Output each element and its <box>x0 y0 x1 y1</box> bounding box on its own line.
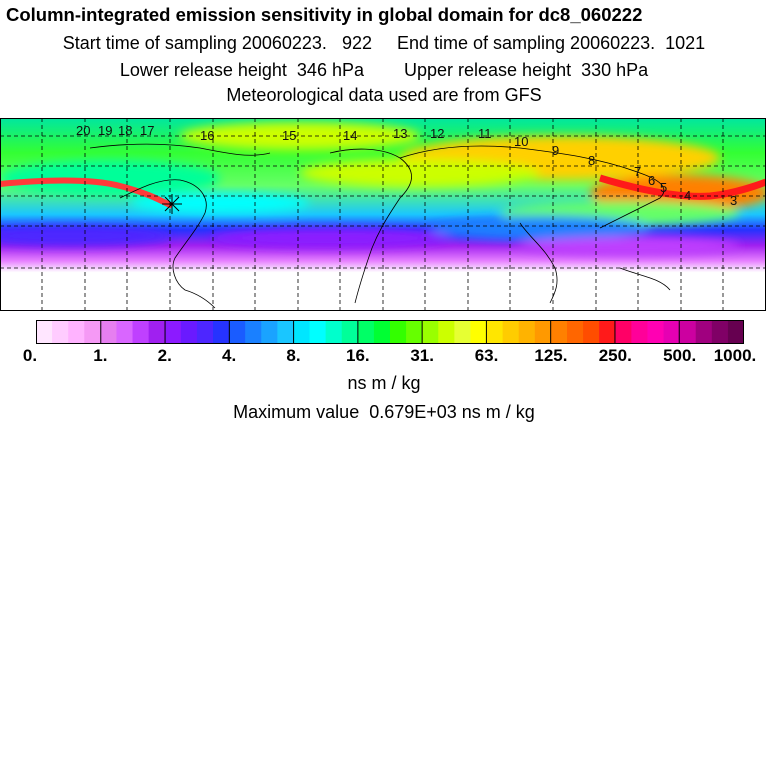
colorbar-tick-label: 63. <box>474 346 499 365</box>
trajectory-day-label: 17 <box>140 123 154 138</box>
colorbar-swatch <box>615 320 632 344</box>
colorbar-swatch <box>679 320 697 344</box>
colorbar-swatch <box>213 320 230 344</box>
colorbar-tick-label: 0. <box>22 346 38 365</box>
colorbar-swatch <box>486 320 504 344</box>
colorbar-swatch <box>36 320 53 344</box>
trajectory-day-label: 3 <box>730 193 737 208</box>
emission-sensitivity-map: 20 19 18 17 16 15 14 13 12 11 10 9 8 76 5 4 3 <box>0 118 766 311</box>
colorbar-tick-label: 125. <box>534 346 568 365</box>
trajectory-day-label: 7 <box>634 164 641 179</box>
colorbar-swatch <box>116 320 134 344</box>
colorbar-swatch <box>277 320 294 344</box>
colorbar-swatch <box>406 320 423 344</box>
colorbar-swatch <box>550 320 568 344</box>
graticule <box>0 118 766 311</box>
trajectory-day-label: 6 <box>648 173 655 188</box>
colorbar-swatch <box>502 320 520 344</box>
colorbar-swatch <box>695 320 713 344</box>
trajectory-day-label: 5 <box>660 180 667 195</box>
colorbar-tick-label: 16. <box>345 346 370 365</box>
colorbar-swatch <box>229 320 246 344</box>
colorbar-swatch <box>422 320 439 344</box>
colorbar-swatch <box>100 320 117 344</box>
colorbar-frame <box>36 320 744 344</box>
release-point-marker <box>162 194 182 214</box>
trajectory-plume-west <box>0 177 174 209</box>
colorbar-swatch <box>647 320 665 344</box>
colorbar-swatch <box>631 320 648 344</box>
colorbar-swatch <box>309 320 327 344</box>
trajectory-day-label: 12 <box>430 126 444 141</box>
colorbar-swatch <box>84 320 101 344</box>
colorbar-swatch <box>52 320 69 344</box>
colorbar-swatch <box>599 320 616 344</box>
coastlines <box>89 143 671 309</box>
colorbar-swatch <box>470 320 488 344</box>
trajectory-day-label: 15 <box>282 128 296 143</box>
colorbar-swatch <box>325 320 343 344</box>
sampling-time-line: Start time of sampling 20060223. 922 End… <box>62 33 706 53</box>
trajectory-day-label: 4 <box>684 188 691 203</box>
meteorology-source-line: Meteorological data used are from GFS <box>226 85 542 105</box>
plot-title: Column-integrated emission sensitivity i… <box>6 4 643 25</box>
colorbar-swatch <box>438 320 455 344</box>
colorbar-swatch <box>341 320 359 344</box>
colorbar-swatch <box>711 320 729 344</box>
colorbar-swatch <box>132 320 150 344</box>
trajectory-day-label: 8 <box>588 153 595 168</box>
trajectory-day-label: 14 <box>343 128 357 143</box>
maximum-value-text: Maximum value 0.679E+03 ns m / kg <box>233 402 535 422</box>
colorbar-swatch <box>518 320 536 344</box>
map-frame <box>0 118 766 311</box>
colorbar-swatch <box>180 320 198 344</box>
colorbar-swatch <box>357 320 375 344</box>
colorbar-tick-label: 1000. <box>713 346 757 365</box>
colorbar-tick-label: 8. <box>286 346 301 365</box>
release-height-line: Lower release height 346 hPa Upper relea… <box>119 60 649 80</box>
colorbar-tick-label: 250. <box>598 346 632 365</box>
trajectory-day-label: 11 <box>478 126 492 141</box>
colorbar-swatches <box>36 320 745 344</box>
colorbar-tick-label: 31. <box>410 346 434 365</box>
colorbar-swatch <box>567 320 584 344</box>
trajectory-day-label: 10 <box>514 134 528 149</box>
trajectory-day-label: 20 <box>76 123 90 138</box>
trajectory-day-label: 13 <box>393 126 407 141</box>
trajectory-plume-east <box>598 174 766 200</box>
colorbar-swatch <box>68 320 85 344</box>
colorbar-swatch <box>196 320 214 344</box>
colorbar-swatch <box>663 320 681 344</box>
trajectory-day-label: 18 <box>118 123 132 138</box>
colorbar-swatch <box>245 320 262 344</box>
colorbar-swatch <box>534 320 552 344</box>
colorbar-tick-label: 4. <box>221 346 237 365</box>
trajectory-day-label: 19 <box>98 123 112 138</box>
colorbar-swatch <box>148 320 166 344</box>
colorbar-swatch <box>727 320 745 344</box>
colorbar-units: ns m / kg <box>347 373 421 393</box>
colorbar-swatch <box>390 320 407 344</box>
colorbar-swatch <box>261 320 278 344</box>
trajectory-day-label: 16 <box>200 128 214 143</box>
colorbar-swatch <box>164 320 182 344</box>
trajectory-day-labels: 20 19 18 17 16 15 14 13 12 11 10 9 8 76 5 4 3 <box>76 123 737 208</box>
colorbar-swatch <box>454 320 471 344</box>
colorbar-swatch <box>373 320 391 344</box>
colorbar-tick-label: 1. <box>93 346 108 365</box>
colorbar-tick-label: 500. <box>663 346 697 365</box>
trajectory-day-label: 9 <box>552 143 559 158</box>
colorbar-tick-label: 2. <box>157 346 172 365</box>
colorbar-swatch <box>583 320 600 344</box>
colorbar <box>36 320 745 344</box>
colorbar-swatch <box>293 320 311 344</box>
